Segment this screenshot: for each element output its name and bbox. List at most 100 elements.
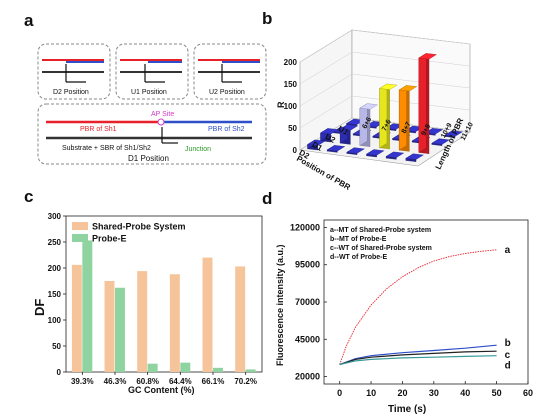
b-bar <box>359 103 378 147</box>
c-y-tick-label: 0 <box>57 368 62 377</box>
d-y-axis-label: Fluorescence intensity (a.u.) <box>275 244 285 366</box>
b-z-axis-label: R <box>276 101 286 108</box>
b-gridline <box>299 29 471 63</box>
u2-box <box>193 43 267 100</box>
c-y-axis-label: DF <box>32 299 47 316</box>
c-y-tick-label: 100 <box>48 316 62 325</box>
c-axes <box>63 215 263 375</box>
b-z-tick-label: 150 <box>284 80 298 89</box>
d-legend: a--MT of Shared-Probe system b--MT of Pro… <box>330 227 432 261</box>
c-x-tick-label: 60.8% <box>136 377 159 386</box>
d2-strands <box>42 59 104 83</box>
c-legend-swatch <box>72 222 88 230</box>
b-z-tick-label: 100 <box>284 102 298 111</box>
b-y-tick-label: 7+6 <box>381 119 393 133</box>
b-bar <box>326 145 346 153</box>
panel-label-d: d <box>262 189 272 208</box>
u1-box <box>115 43 189 100</box>
d-x-tick-label: 20 <box>397 388 407 398</box>
b-gridline <box>299 95 471 129</box>
u2-strands <box>198 59 260 83</box>
d-legend-label: d--WT of Probe-E <box>330 254 387 261</box>
d-y-tick-label: 45000 <box>295 334 320 344</box>
b-y-tick-label: 8+7 <box>401 121 413 135</box>
u1-position-label: U1 Position <box>131 89 167 96</box>
u1-strands <box>120 59 182 83</box>
b-bar <box>398 85 418 152</box>
d-x-tick-label: 50 <box>492 388 502 398</box>
c-bar <box>137 271 148 372</box>
d-series-line <box>339 355 497 366</box>
junction-label: Junction <box>185 146 211 153</box>
c-x-tick-label: 70.2% <box>234 377 257 386</box>
panel-label-c: c <box>24 187 33 206</box>
d-y-tick-label: 20000 <box>295 372 320 382</box>
panel-d-line-chart: a bcd 20000 45000 70000 95000 120000 0 10 20 30 40… <box>275 219 533 415</box>
c-y-tick-label: 300 <box>48 212 62 221</box>
d-legend-label: a--MT of Shared-Probe system <box>330 227 431 234</box>
b-x-axis-label: Position of PBR <box>295 154 352 192</box>
c-legend-swatch <box>72 234 88 242</box>
b-bar <box>444 130 463 138</box>
c-y-tick-label: 150 <box>48 290 62 299</box>
d-x-tick-label: 10 <box>366 388 376 398</box>
c-bar <box>82 240 93 372</box>
b-bar <box>418 53 437 154</box>
c-bar <box>202 257 213 372</box>
c-bar <box>180 362 191 372</box>
b-gridlines <box>299 29 471 151</box>
d-y-tick-label: 70000 <box>295 297 320 307</box>
c-x-axis-label: GC Content (%) <box>128 385 195 395</box>
panel-label-b: b <box>262 9 272 28</box>
b-z-tick-label: 50 <box>288 124 297 133</box>
b-bar <box>385 151 405 160</box>
d-series-end-label: b <box>505 338 511 349</box>
c-x-tick-label: 46.3% <box>104 377 127 386</box>
d-x-tick-label: 30 <box>429 388 439 398</box>
d1-position-label: D1 Position <box>128 154 169 163</box>
d-y-tick-label: 95000 <box>295 260 320 270</box>
panel-label-a: a <box>24 11 34 30</box>
d-legend-label: b--MT of Probe-E <box>330 236 387 243</box>
b-bar <box>379 83 398 150</box>
c-x-tick-label: 39.3% <box>71 377 94 386</box>
c-bar <box>213 367 223 372</box>
d-ticks: 20000 45000 70000 95000 120000 0 10 20 30 40 50 60 <box>290 222 533 398</box>
b-bar <box>346 147 365 155</box>
d-series-line <box>339 350 497 366</box>
d1-box <box>37 103 267 165</box>
d-series-end-label: d <box>505 361 511 372</box>
d-x-tick-label: 60 <box>523 388 533 398</box>
b-gridline <box>299 51 471 85</box>
d-y-tick-label: 120000 <box>290 222 320 232</box>
b-bar <box>320 128 339 143</box>
d-axes <box>323 219 529 385</box>
ap-site-label: AP Site <box>151 111 174 118</box>
u2-position-label: U2 Position <box>209 89 245 96</box>
c-bar <box>245 369 256 372</box>
c-x-tick-label: 66.1% <box>202 377 225 386</box>
d-x-tick-label: 0 <box>337 388 342 398</box>
b-bars <box>307 53 463 162</box>
b-z-tick-label: 200 <box>284 58 298 67</box>
panel-c-bar-chart: 0 50 100 150 200 250 300 39.3% 46.3% 60.8% 64.4% 66… <box>32 212 263 395</box>
b-gridline <box>299 73 471 107</box>
c-bar <box>115 287 125 372</box>
b-bar <box>307 139 326 151</box>
c-bar <box>147 363 158 372</box>
b-bar <box>431 138 450 146</box>
b-bar <box>339 124 359 145</box>
b-bar <box>366 149 385 158</box>
d-series-line <box>339 344 497 366</box>
c-y-tick-label: 50 <box>52 342 61 351</box>
c-y-tick-label: 200 <box>48 264 62 273</box>
c-bar <box>169 274 180 372</box>
d1-strands <box>46 118 252 144</box>
pbr-sh2-label: PBR of Sh2 <box>208 126 245 133</box>
d-legend-label: c--WT of Shared-Probe system <box>330 245 432 252</box>
b-z-ticks: 0 50 100 150 200 <box>284 58 298 155</box>
c-legend-label: Shared-Probe System <box>92 222 186 232</box>
d2-position-label: D2 Position <box>53 89 89 96</box>
